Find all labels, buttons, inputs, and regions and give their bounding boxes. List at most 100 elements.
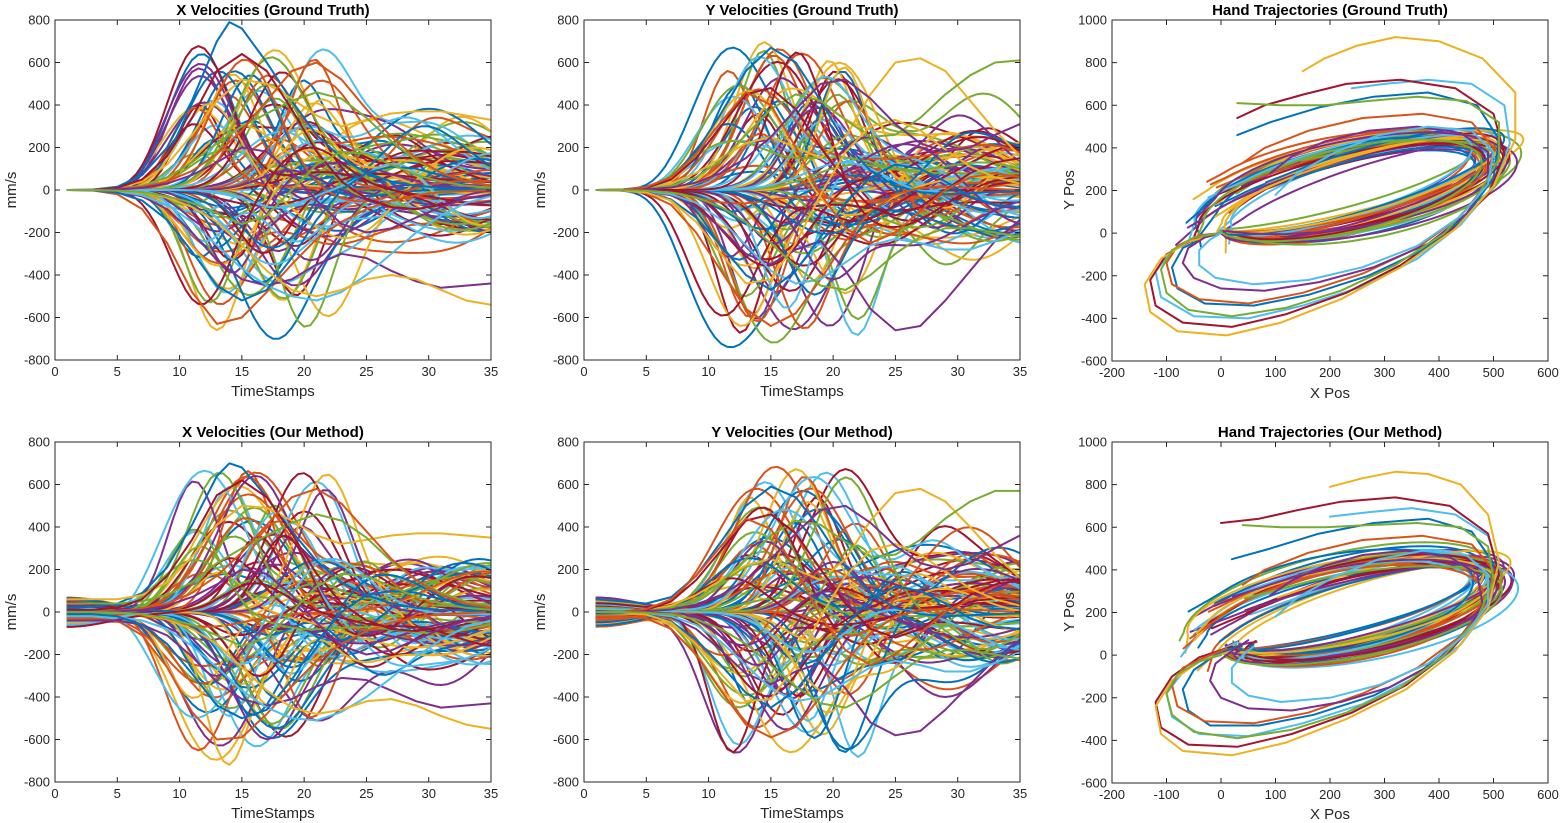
y-tick-label: -400 [1081,311,1107,326]
x-axis-label: X Pos [1310,806,1350,823]
x-tick-label: 15 [764,364,778,379]
series-line [595,608,1020,654]
series-line [66,165,491,302]
x-tick-label: 5 [114,786,121,801]
series-line [66,162,491,220]
y-axis-label: Y Pos [1061,592,1078,632]
x-tick-label: -200 [1099,365,1125,380]
series-line [595,485,1020,618]
x-tick-label: 500 [1483,787,1505,802]
y-tick-label: -200 [24,225,50,240]
series-line [66,45,491,221]
x-axis-label: TimeStamps [760,383,844,400]
series-line [595,189,1020,291]
x-tick-label: 100 [1265,787,1287,802]
x-tick-label: 5 [643,786,650,801]
y-axis-label: mm/s [3,172,20,209]
x-tick-label: 15 [235,364,249,379]
series-line [66,559,491,612]
series-group [1154,470,1520,757]
y-tick-label: 800 [557,13,579,28]
panel-y-velocities-ground-truth: Y Velocities (Ground Truth) TimeStamps m… [532,2,1027,400]
y-tick-label: 400 [28,98,50,113]
series-line [66,568,491,656]
series-line [66,146,491,234]
panel-title: Y Velocities (Our Method) [711,424,892,441]
panel-title: X Velocities (Our Method) [182,424,364,441]
series-line [595,569,1020,674]
y-tick-label: -200 [1081,690,1107,705]
y-tick-label: 600 [557,477,579,492]
y-tick-label: 0 [43,183,50,198]
y-tick-label: -600 [24,732,50,747]
x-tick-label: -100 [1153,365,1179,380]
series-line [66,150,491,225]
y-tick-label: -600 [553,732,579,747]
series-line [66,572,491,647]
x-tick-label: -200 [1099,787,1125,802]
series-group [66,21,491,340]
panel-title: Hand Trajectories (Ground Truth) [1212,2,1448,19]
x-tick-label: 10 [701,364,715,379]
x-tick-label: 500 [1483,365,1505,380]
series-line [1165,522,1495,740]
y-tick-label: 200 [1085,605,1107,620]
y-tick-label: 600 [1085,520,1107,535]
series-line [66,21,491,191]
panel-x-velocities-our-method: X Velocities (Our Method) TimeStamps mm/… [3,424,498,822]
series-line [66,615,491,722]
series-line [595,118,1020,285]
series-line [66,53,491,211]
x-tick-label: 300 [1374,365,1396,380]
x-axis-label: X Pos [1310,385,1350,402]
x-tick-label: 30 [950,364,964,379]
x-axis-label: TimeStamps [231,383,315,400]
series-line [1196,131,1509,236]
y-tick-label: -200 [24,647,50,662]
x-tick-label: 30 [950,786,964,801]
y-tick-label: -400 [24,268,50,283]
y-tick-label: -200 [1081,268,1107,283]
y-tick-label: -600 [553,310,579,325]
y-tick-label: 1000 [1078,435,1107,450]
y-tick-label: 600 [28,55,50,70]
x-tick-label: 200 [1319,787,1341,802]
y-tick-label: -800 [24,353,50,368]
y-axis-label: mm/s [532,172,549,209]
x-tick-label: 20 [826,364,840,379]
series-line [595,543,1020,703]
y-tick-label: 800 [28,435,50,450]
x-tick-label: 10 [172,364,186,379]
series-line [1198,125,1495,286]
y-tick-label: 200 [28,562,50,577]
y-tick-label: 400 [1085,140,1107,155]
y-tick-label: 400 [557,520,579,535]
y-tick-label: -400 [1081,733,1107,748]
series-line [66,558,491,719]
series-line [66,189,491,325]
y-tick-label: -400 [24,690,50,705]
y-tick-label: -400 [553,268,579,283]
y-tick-label: 600 [1085,98,1107,113]
y-tick-label: 200 [1085,183,1107,198]
y-tick-label: 0 [572,605,579,620]
y-tick-label: -800 [553,775,579,790]
panel-hand-trajectories-ground-truth: Hand Trajectories (Ground Truth) X Pos Y… [1061,2,1559,402]
y-tick-label: -800 [24,775,50,790]
y-tick-label: 0 [43,605,50,620]
y-tick-label: 0 [572,183,579,198]
series-line [1189,563,1485,668]
series-group [66,462,491,766]
x-tick-label: 100 [1265,365,1287,380]
y-tick-label: -200 [553,225,579,240]
y-tick-label: 800 [1085,55,1107,70]
panel-x-velocities-ground-truth: X Velocities (Ground Truth) TimeStamps m… [3,2,498,400]
x-tick-label: 25 [359,786,373,801]
x-tick-label: 35 [484,364,498,379]
y-tick-label: 200 [557,140,579,155]
x-tick-label: 20 [826,786,840,801]
x-axis-label: TimeStamps [231,805,315,822]
series-line [1193,138,1483,244]
series-line [1160,95,1500,318]
series-line [595,78,1020,191]
